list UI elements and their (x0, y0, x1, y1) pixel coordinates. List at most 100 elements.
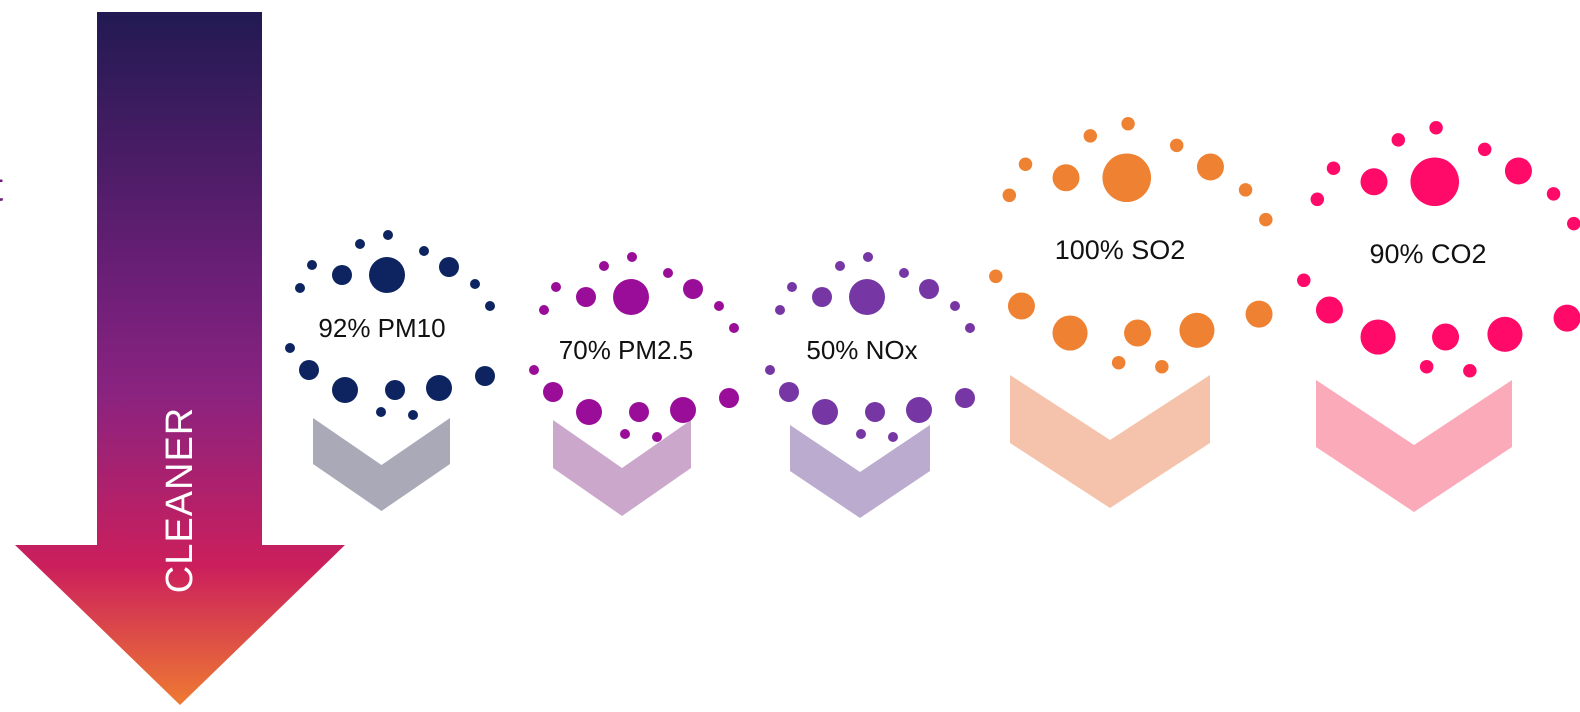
particle-dot (295, 283, 305, 293)
particle-dot (835, 261, 845, 271)
particle-dot (965, 323, 975, 333)
particle-dot (543, 382, 563, 402)
particle-dot (1112, 356, 1126, 370)
particle-dot (1053, 164, 1080, 191)
particle-dot (1019, 158, 1033, 172)
particle-dot (765, 365, 775, 375)
particle-dot (426, 375, 452, 401)
particle-dot (1410, 157, 1459, 206)
particle-dot (1361, 168, 1388, 195)
particle-dot (551, 282, 561, 292)
chevron (1010, 375, 1210, 508)
particle-dot (1170, 139, 1184, 153)
particle-dot (1547, 187, 1561, 201)
particle-dot (369, 257, 405, 293)
particle-dot (719, 388, 739, 408)
particle-dot (1053, 315, 1088, 350)
particle-dot (332, 265, 352, 285)
particle-dot (1121, 117, 1135, 131)
particle-dot (1463, 364, 1477, 378)
particle-dot (856, 429, 866, 439)
particle-dot (1327, 162, 1341, 176)
particle-dot (779, 382, 799, 402)
cleaner-arrow (15, 12, 345, 705)
particle-dot (355, 239, 365, 249)
particle-dot (419, 246, 429, 256)
particle-dot (1487, 317, 1522, 352)
particle-dot (1392, 133, 1406, 147)
particle-dot (1102, 153, 1151, 202)
particle-dot (1567, 217, 1580, 231)
particle-dot (439, 257, 459, 277)
infographic: t CLEANER 92% PM10 70% PM2.5 50% NOx 100% S… (0, 0, 1580, 712)
particle-dot (1239, 183, 1253, 197)
particle-dot (812, 399, 838, 425)
particle-dot (1432, 324, 1459, 351)
particle-dot (1361, 319, 1396, 354)
particle-dot (1179, 313, 1214, 348)
particle-dot (1420, 360, 1434, 374)
particle-dot (906, 397, 932, 423)
particle-dot (919, 279, 939, 299)
particle-dot (865, 402, 885, 422)
particle-dot (1316, 297, 1343, 324)
particle-dot (652, 432, 662, 442)
particle-dot (620, 429, 630, 439)
particle-dot (1155, 360, 1169, 374)
particle-dot (627, 252, 637, 262)
particle-dot (989, 270, 1003, 284)
particle-dot (1124, 320, 1151, 347)
particle-dot (670, 397, 696, 423)
pollutant-label: 92% PM10 (318, 313, 445, 343)
arrow-label: CLEANER (159, 407, 201, 594)
particle-dot (299, 360, 319, 380)
pollutant-label: 100% SO2 (1055, 235, 1186, 265)
particle-dot (1003, 189, 1017, 203)
pollutant-label: 50% NOx (806, 335, 917, 365)
particle-dot (888, 432, 898, 442)
particle-dot (376, 407, 386, 417)
particle-dot (775, 305, 785, 315)
particle-dot (470, 279, 480, 289)
particle-dot (539, 305, 549, 315)
particle-dot (683, 279, 703, 299)
particle-dot (1197, 153, 1224, 180)
particle-dot (849, 279, 885, 315)
particle-dot (1246, 301, 1273, 328)
particle-dot (1084, 129, 1098, 143)
particle-dot (812, 287, 832, 307)
left-text-fragment: t (0, 166, 3, 210)
particle-dot (955, 388, 975, 408)
pollutant-label: 70% PM2.5 (559, 335, 693, 365)
particle-dot (1429, 121, 1443, 135)
particle-dot (714, 301, 724, 311)
particle-dot (663, 268, 673, 278)
particle-dot (1478, 143, 1492, 157)
particle-dot (787, 282, 797, 292)
particle-dot (383, 230, 393, 240)
chevron (1316, 380, 1512, 512)
particle-dot (408, 410, 418, 420)
pollutant-label: 90% CO2 (1369, 239, 1486, 269)
particle-dot (899, 268, 909, 278)
particle-dot (1008, 293, 1035, 320)
particle-dot (576, 399, 602, 425)
particle-dot (1259, 213, 1273, 227)
particle-dot (1311, 193, 1325, 207)
particle-dot (529, 365, 539, 375)
chevron (790, 425, 930, 518)
particle-dot (729, 323, 739, 333)
particle-dot (332, 377, 358, 403)
particle-dot (950, 301, 960, 311)
particle-dot (1297, 274, 1311, 288)
particle-dot (613, 279, 649, 315)
particle-dot (599, 261, 609, 271)
particle-dot (629, 402, 649, 422)
particle-dot (1554, 305, 1580, 332)
particle-dot (863, 252, 873, 262)
chevron (313, 418, 450, 511)
particle-dot (576, 287, 596, 307)
particle-dot (285, 343, 295, 353)
particle-dot (307, 260, 317, 270)
particle-dot (1505, 157, 1532, 184)
